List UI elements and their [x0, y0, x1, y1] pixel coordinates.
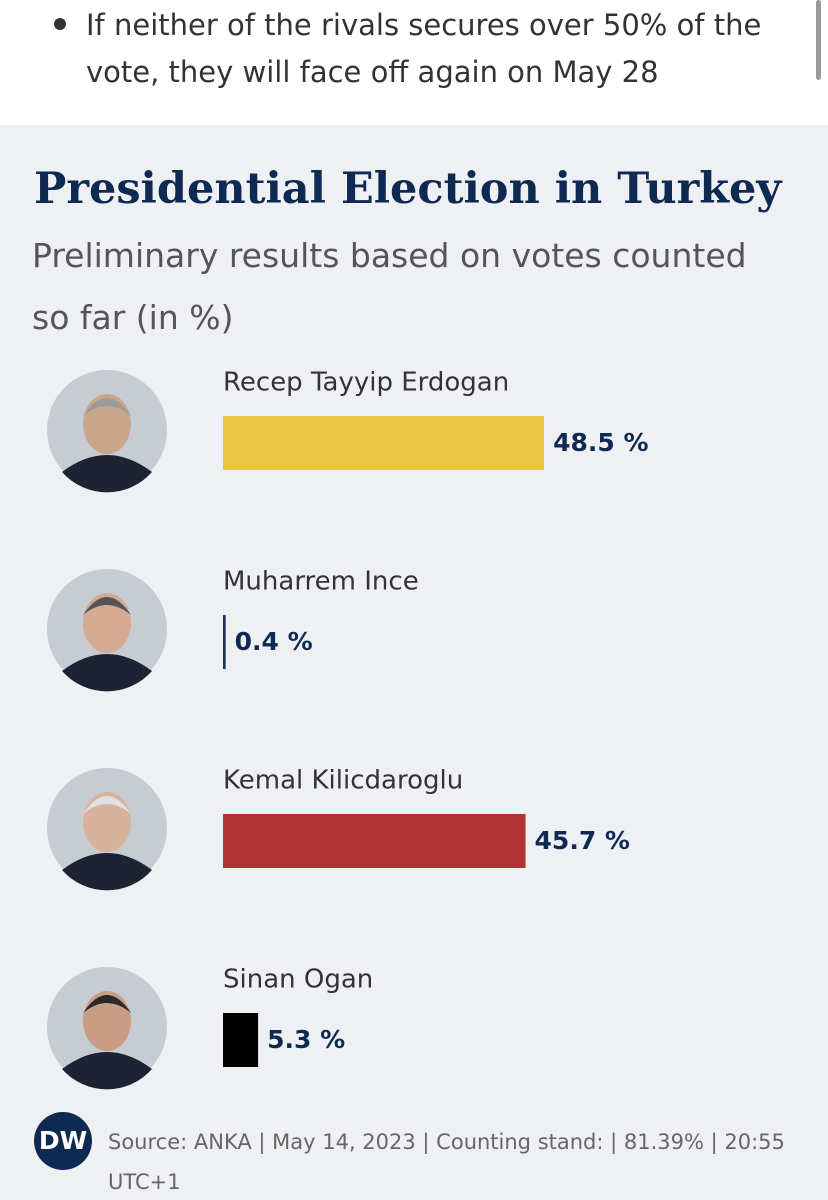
portrait-face — [83, 991, 131, 1051]
logo: DW — [39, 1126, 87, 1155]
value-label: 5.3 % — [267, 1025, 345, 1054]
candidate-name: Sinan Ogan — [223, 965, 373, 995]
portrait-face — [83, 394, 131, 454]
bullet-box: If neither of the rivals secures over 50… — [86, 8, 762, 89]
bar — [223, 1013, 259, 1067]
portrait-hair — [83, 398, 131, 416]
portrait-face — [83, 792, 131, 852]
portrait-hair — [83, 995, 131, 1013]
portrait-face — [83, 593, 131, 653]
portrait-hair — [83, 796, 131, 814]
article-area — [0, 0, 828, 125]
portrait-body — [62, 654, 152, 692]
bullet-dot — [54, 18, 66, 30]
source-box: Source: ANKA | May 14, 2023 | Counting s… — [108, 1130, 785, 1194]
candidate-name: Kemal Kilicdaroglu — [223, 766, 463, 796]
chart-title: Presidential Election in Turkey — [34, 164, 783, 214]
bar — [223, 416, 545, 470]
bar — [223, 615, 226, 669]
rows: Recep Tayyip Erdogan 48.5 % Muharrem Ince 0… — [47, 368, 649, 1090]
value-label: 48.5 % — [553, 428, 648, 457]
candidate-name: Muharrem Ince — [223, 567, 419, 597]
chart-subtitle: Preliminary results based on votes count… — [32, 236, 747, 337]
portrait-hair — [83, 597, 131, 615]
bar — [223, 814, 526, 868]
subtitle-box: Preliminary results based on votes count… — [32, 236, 747, 337]
value-label: 45.7 % — [535, 826, 630, 855]
scrollbar — [816, 0, 821, 80]
candidate-name: Recep Tayyip Erdogan — [223, 368, 509, 398]
portrait-body — [62, 853, 152, 891]
portrait-body — [62, 1052, 152, 1090]
value-label: 0.4 % — [235, 627, 313, 656]
logo-badge — [34, 1112, 92, 1170]
portrait-body — [62, 455, 152, 493]
bullet-text: If neither of the rivals secures over 50… — [86, 8, 762, 89]
footer: DW Source: ANKA | May 14, 2023 | Countin… — [34, 1112, 785, 1194]
source: Source: ANKA | May 14, 2023 | Counting s… — [108, 1130, 785, 1194]
